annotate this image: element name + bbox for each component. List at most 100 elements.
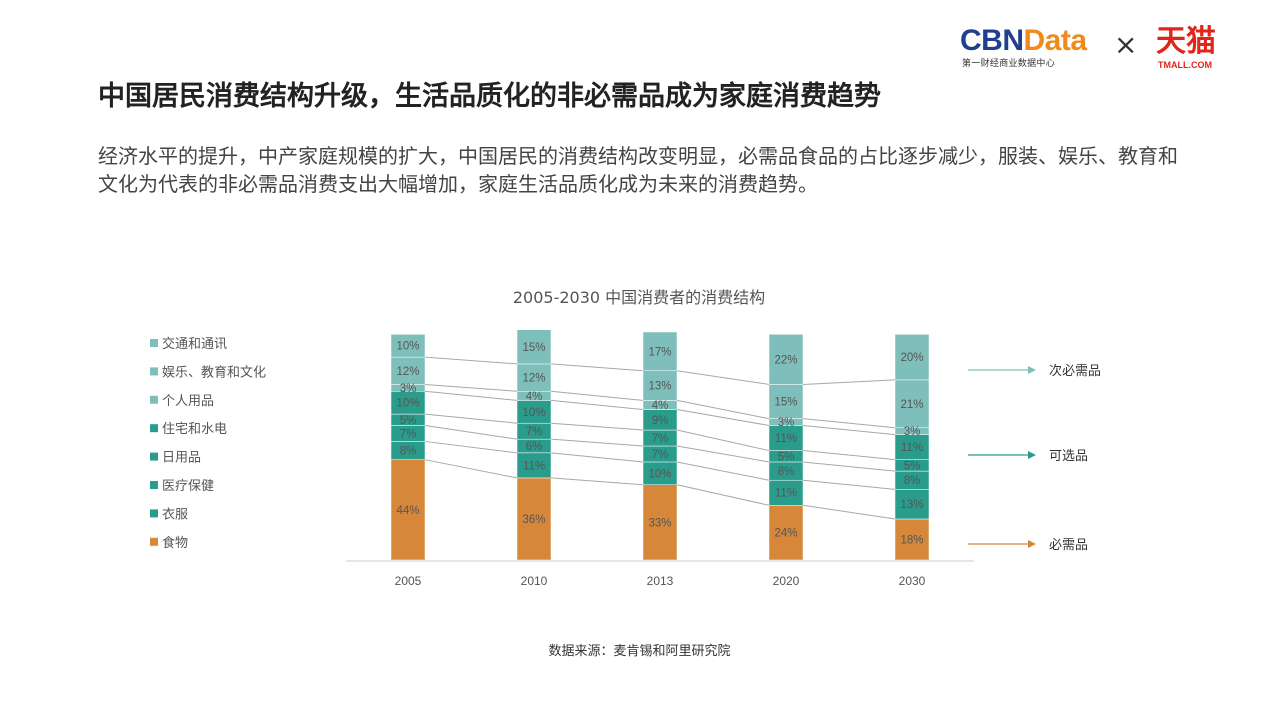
data-label: 10% <box>396 341 419 353</box>
x-tick-label: 2013 <box>647 574 674 588</box>
legend-label-个人用品: 个人用品 <box>162 394 214 409</box>
data-label: 4% <box>652 400 669 412</box>
times-icon: × <box>1114 28 1138 61</box>
data-label: 11% <box>775 488 797 500</box>
connector-line-医疗保健 <box>802 461 896 472</box>
legend-label-日用品: 日用品 <box>162 451 201 466</box>
connector-line-个人用品 <box>802 418 896 429</box>
data-source: 数据来源：麦肯锡和阿里研究院 <box>548 644 731 659</box>
data-label: 11% <box>775 433 797 445</box>
legend-label-食物: 食物 <box>162 535 188 551</box>
x-tick-label: 2020 <box>773 574 800 588</box>
data-label: 10% <box>396 398 419 410</box>
tmall-logo-subtitle: TMALL.COM <box>1158 60 1212 70</box>
data-label: 20% <box>900 352 923 364</box>
connector-line-衣服 <box>550 452 644 463</box>
connector-line-医疗保健 <box>550 438 644 447</box>
connector-line-食物 <box>424 459 518 479</box>
bar-segment-2020-食物 <box>768 505 804 561</box>
bar-segment-2013-交通和通讯 <box>642 331 678 372</box>
connector-line-食物 <box>550 477 644 486</box>
connector-line-个人用品 <box>550 390 644 401</box>
bar-segment-2005-食物 <box>390 459 426 561</box>
data-label: 15% <box>522 342 545 354</box>
group-label-必需品: 必需品 <box>1049 538 1088 553</box>
bar-segment-2020-衣服 <box>768 479 804 506</box>
data-label: 4% <box>526 391 543 403</box>
legend-swatch-住宅和水电 <box>150 424 158 433</box>
data-label: 9% <box>652 415 669 427</box>
chart-title: 2005-2030 中国消费者的消费结构 <box>513 288 765 307</box>
data-label: 3% <box>400 383 417 395</box>
data-label: 5% <box>400 415 417 427</box>
data-label: 5% <box>778 451 795 463</box>
page-title: 中国居民消费结构升级，生活品质化的非必需品成为家庭消费趋势 <box>98 81 881 112</box>
data-label: 17% <box>648 346 671 358</box>
legend-swatch-个人用品 <box>150 395 158 404</box>
bar-segment-2020-住宅和水电 <box>768 425 804 451</box>
bar-segment-2005-交通和通讯 <box>390 334 426 358</box>
data-label: 11% <box>901 442 923 454</box>
connector-line-娱乐、教育和文化 <box>550 363 644 372</box>
bar-segment-2013-食物 <box>642 484 678 561</box>
connector-line-个人用品 <box>424 383 518 392</box>
data-label: 15% <box>774 397 797 409</box>
data-label: 22% <box>774 354 797 366</box>
bar-segment-2010-食物 <box>516 477 552 561</box>
connector-line-住宅和水电 <box>802 424 896 436</box>
connector-line-住宅和水电 <box>424 390 518 401</box>
bar-segment-2030-衣服 <box>894 489 930 520</box>
group-label-次必需品: 次必需品 <box>1049 363 1101 379</box>
connector-line-住宅和水电 <box>676 409 770 426</box>
data-label: 8% <box>778 466 795 478</box>
data-label: 7% <box>526 426 543 438</box>
data-label: 10% <box>522 407 545 419</box>
data-label: 13% <box>900 499 923 511</box>
data-label: 10% <box>648 468 671 480</box>
arrow-right-icon <box>1028 540 1036 548</box>
connector-line-娱乐、教育和文化 <box>424 356 518 365</box>
arrow-right-icon <box>1028 366 1036 374</box>
cbndata-logo: CBNData <box>960 24 1087 57</box>
data-label: 3% <box>904 426 921 438</box>
data-label: 5% <box>904 460 921 472</box>
connector-line-日用品 <box>550 422 644 431</box>
legend-swatch-食物 <box>150 537 158 546</box>
data-label: 44% <box>396 505 419 517</box>
data-label: 21% <box>900 399 923 411</box>
cbndata-logo-subtitle: 第一财经商业数据中心 <box>962 59 1056 69</box>
connector-line-医疗保健 <box>424 424 518 440</box>
group-label-可选品: 可选品 <box>1049 449 1088 464</box>
connector-line-日用品 <box>802 450 896 461</box>
data-label: 11% <box>523 460 545 472</box>
legend-swatch-日用品 <box>150 452 158 461</box>
connector-line-日用品 <box>424 413 518 424</box>
bar-segment-2013-娱乐、教育和文化 <box>642 370 678 401</box>
tmall-logo: 天猫 <box>1156 24 1216 59</box>
connector-line-食物 <box>802 504 896 520</box>
data-label: 18% <box>900 534 923 546</box>
bar-segment-2010-衣服 <box>516 452 552 479</box>
bar-segment-2030-食物 <box>894 518 930 561</box>
data-label: 7% <box>400 428 417 440</box>
connector-line-衣服 <box>676 461 770 481</box>
data-label: 6% <box>526 441 543 453</box>
arrow-right-icon <box>1028 451 1036 459</box>
legend-label-医疗保健: 医疗保健 <box>162 479 214 494</box>
connector-line-食物 <box>676 484 770 506</box>
connector-line-娱乐、教育和文化 <box>676 370 770 385</box>
connector-line-日用品 <box>676 429 770 452</box>
legend-swatch-交通和通讯 <box>150 339 158 347</box>
connector-line-住宅和水电 <box>550 399 644 411</box>
data-label: 12% <box>522 373 545 385</box>
connector-line-衣服 <box>424 440 518 454</box>
legend-swatch-衣服 <box>150 509 158 518</box>
data-label: 33% <box>648 517 671 529</box>
x-tick-label: 2005 <box>395 574 422 588</box>
connector-line-衣服 <box>802 479 896 490</box>
legend-label-住宅和水电: 住宅和水电 <box>162 422 227 437</box>
bar-segment-2005-娱乐、教育和文化 <box>390 356 426 385</box>
connector-line-娱乐、教育和文化 <box>802 379 896 385</box>
data-label: 3% <box>778 417 795 429</box>
